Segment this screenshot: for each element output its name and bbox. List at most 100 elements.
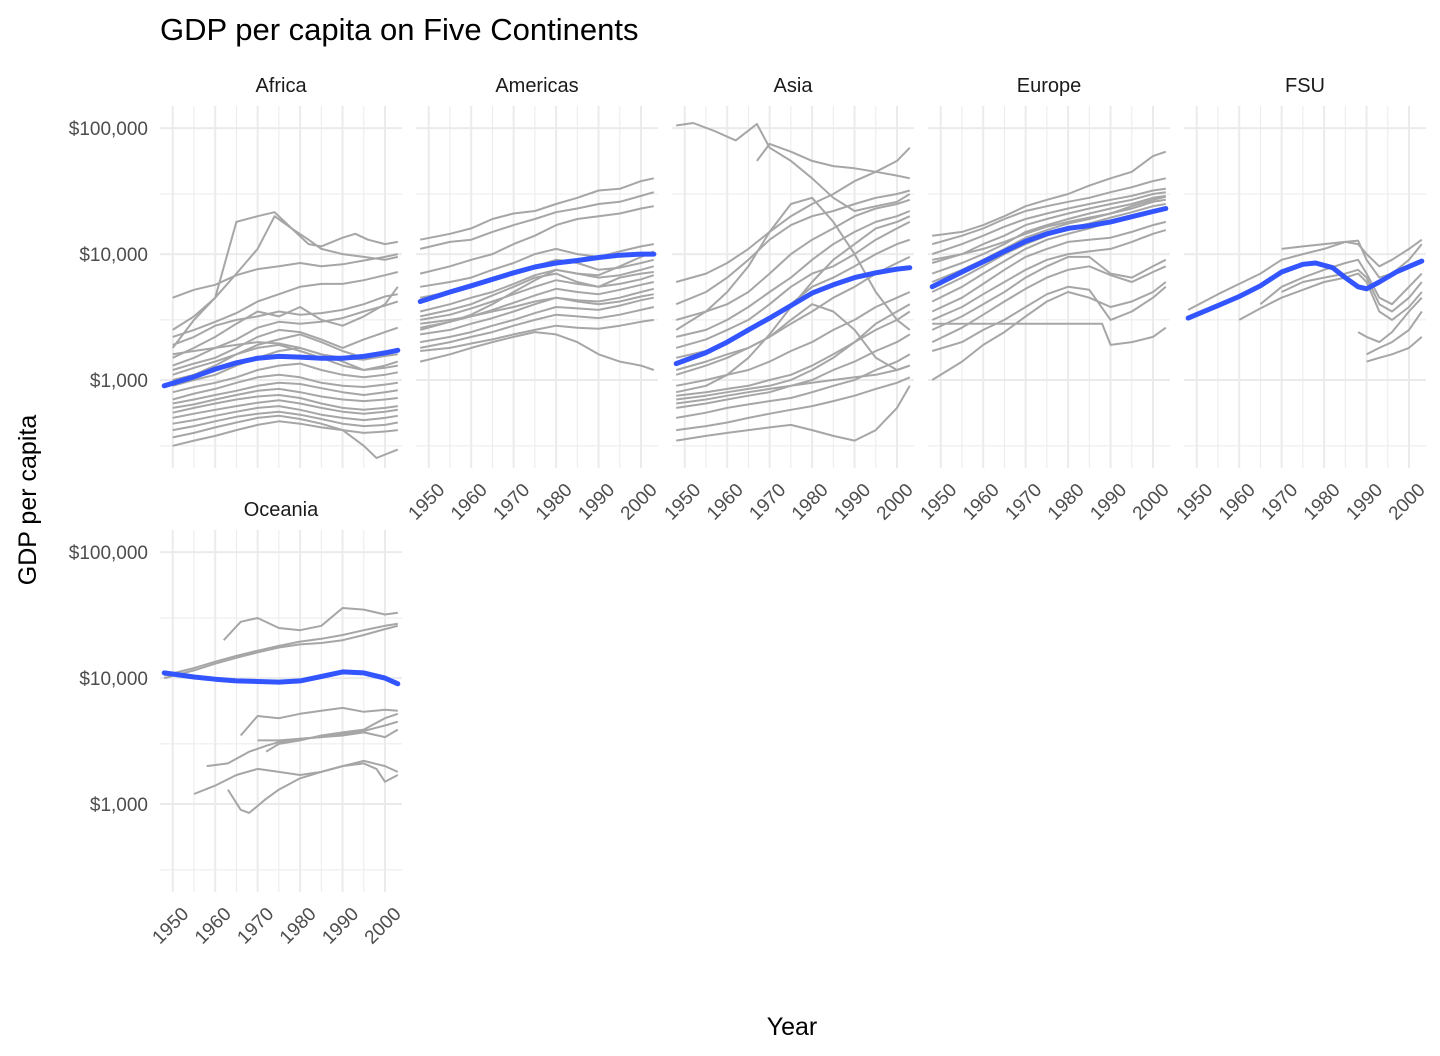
- country-line: [222, 607, 398, 641]
- x-tick-label: 1960: [703, 480, 748, 525]
- country-line: [172, 341, 398, 361]
- country-line: [931, 194, 1166, 275]
- country-line: [172, 405, 398, 425]
- country-line: [675, 196, 911, 331]
- y-tick-label: $10,000: [79, 245, 148, 266]
- country-line: [420, 243, 654, 288]
- country-line: [163, 624, 399, 680]
- x-tick-label: 1960: [447, 480, 492, 525]
- smooth-trend-line: [673, 265, 913, 367]
- country-line: [1366, 310, 1423, 356]
- x-tick-label: 1970: [1001, 480, 1046, 525]
- country-line: [675, 238, 911, 359]
- y-tick-label: $1,000: [90, 795, 148, 816]
- country-line: [206, 728, 399, 768]
- facet-panels: Africa$1,000$10,000$100,000Americas19501…: [69, 75, 1430, 948]
- x-axis-title: Year: [767, 1013, 818, 1041]
- country-line: [1281, 268, 1423, 313]
- x-tick-label: 1970: [745, 480, 790, 525]
- facet-label: Americas: [495, 75, 578, 97]
- country-line: [172, 414, 399, 459]
- country-line: [172, 271, 399, 338]
- country-line: [675, 147, 911, 283]
- country-line: [172, 410, 398, 432]
- country-line: [675, 189, 911, 306]
- country-line: [676, 376, 911, 432]
- x-tick-label: 1980: [788, 480, 833, 525]
- country-line: [265, 712, 399, 753]
- country-line: [420, 274, 655, 321]
- country-line: [676, 364, 911, 405]
- y-tick-label: $100,000: [69, 119, 148, 140]
- country-line: [675, 210, 911, 338]
- x-tick-label: 1960: [959, 480, 1004, 525]
- country-line: [675, 303, 911, 371]
- country-line: [172, 420, 398, 447]
- country-line: [676, 122, 911, 212]
- country-line: [172, 253, 399, 299]
- smooth-trend-line: [161, 347, 401, 389]
- country-line: [420, 177, 655, 241]
- country-line: [932, 322, 1167, 346]
- facet-label: Europe: [1017, 75, 1082, 97]
- x-tick-label: 2000: [617, 480, 662, 525]
- x-tick-label: 1950: [405, 480, 450, 525]
- country-line: [931, 177, 1167, 246]
- y-axis-title: GDP per capita: [14, 415, 42, 586]
- country-line: [675, 215, 911, 394]
- country-line: [172, 394, 398, 414]
- country-line: [931, 191, 1166, 264]
- country-line: [419, 191, 655, 250]
- facet-africa: Africa $1,000 $10,000 $100,000: [69, 75, 402, 468]
- country-line: [676, 333, 911, 409]
- country-line: [172, 286, 399, 359]
- x-tick-label: 1990: [1342, 480, 1387, 525]
- country-line: [756, 142, 911, 180]
- country-line: [420, 293, 654, 325]
- country-line: [172, 373, 398, 401]
- country-line: [419, 205, 654, 275]
- x-tick-label: 1990: [574, 480, 619, 525]
- facet-label: Oceania: [244, 499, 319, 521]
- smooth-trend-line: [161, 669, 401, 687]
- country-line: [1259, 258, 1423, 306]
- y-tick-label: $10,000: [79, 669, 148, 690]
- country-line: [1366, 336, 1423, 363]
- x-tick-label: 1990: [830, 480, 875, 525]
- country-line: [419, 331, 655, 371]
- x-tick-label: 1990: [1086, 480, 1131, 525]
- country-line: [172, 362, 398, 394]
- country-line: [172, 343, 398, 376]
- x-tick-label: 1980: [1044, 480, 1089, 525]
- country-line: [172, 387, 398, 409]
- x-tick-label: 1950: [661, 480, 706, 525]
- x-tick-label: 1960: [1215, 480, 1260, 525]
- x-tick-label: 2000: [1385, 480, 1430, 525]
- x-tick-label: 2000: [1129, 480, 1174, 525]
- x-tick-label: 1950: [149, 904, 194, 949]
- country-line: [1238, 272, 1423, 321]
- x-tick-label: 1970: [233, 904, 278, 949]
- country-line: [931, 255, 1167, 331]
- country-line: [675, 198, 911, 321]
- country-line: [931, 265, 1167, 344]
- facet-label: Africa: [255, 75, 307, 97]
- country-line: [931, 229, 1167, 321]
- smooth-trend-line: [417, 251, 657, 304]
- country-line: [932, 195, 1167, 261]
- x-tick-label: 1980: [532, 480, 577, 525]
- country-line: [1357, 297, 1423, 344]
- x-tick-label: 1980: [1300, 480, 1345, 525]
- y-tick-label: $100,000: [69, 543, 148, 564]
- country-line: [676, 303, 911, 401]
- country-line: [172, 300, 399, 367]
- x-tick-label: 2000: [873, 480, 918, 525]
- country-line: [1187, 238, 1423, 311]
- country-line: [419, 271, 654, 318]
- country-line: [172, 326, 399, 371]
- country-line: [420, 318, 654, 352]
